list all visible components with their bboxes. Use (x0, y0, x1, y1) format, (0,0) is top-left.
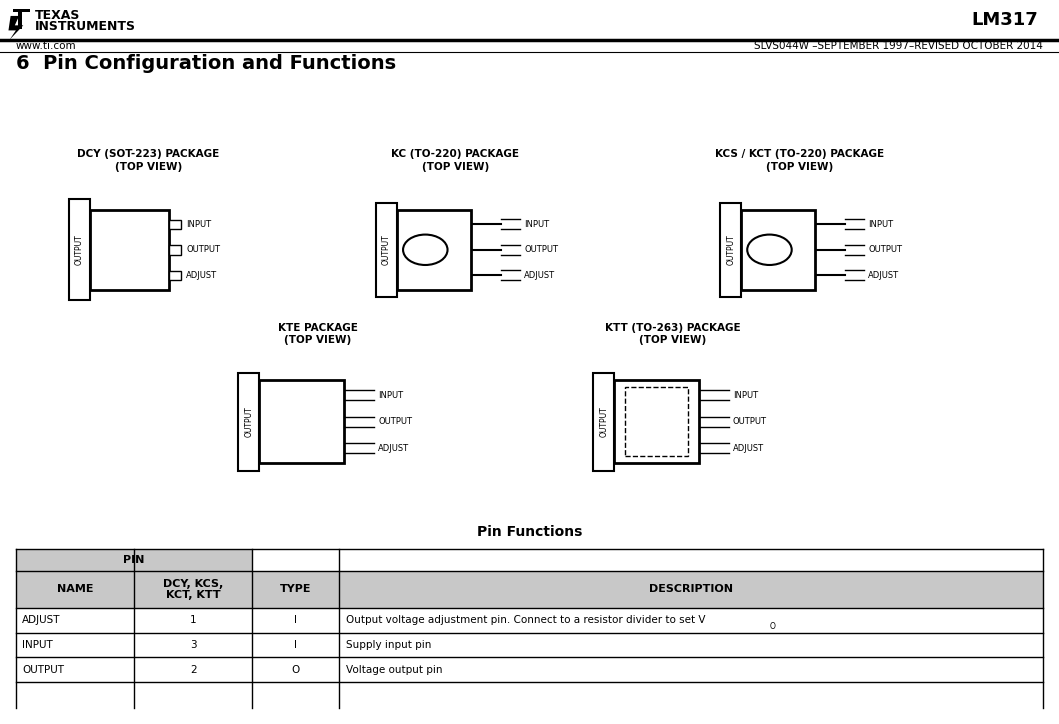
Text: LM317: LM317 (971, 12, 1038, 29)
Text: KTE PACKAGE: KTE PACKAGE (277, 323, 358, 333)
Bar (614, 380, 699, 463)
Bar (259, 380, 344, 463)
Text: OUTPUT: OUTPUT (186, 245, 220, 254)
Text: www.ti.com: www.ti.com (16, 41, 76, 51)
Circle shape (403, 235, 448, 265)
Bar (16, 571, 1043, 608)
Bar (741, 210, 815, 290)
Text: INPUT: INPUT (733, 390, 758, 400)
Text: OUTPUT: OUTPUT (75, 235, 84, 265)
Bar (169, 271, 181, 280)
Bar (376, 203, 397, 297)
Text: ADJUST: ADJUST (378, 444, 409, 453)
Bar (593, 373, 614, 471)
Bar (16, 549, 252, 571)
Text: ADJUST: ADJUST (186, 271, 217, 279)
Text: DCY (SOT-223) PACKAGE: DCY (SOT-223) PACKAGE (77, 149, 219, 159)
Text: KCS / KCT (TO-220) PACKAGE: KCS / KCT (TO-220) PACKAGE (715, 149, 884, 159)
Text: INPUT: INPUT (868, 220, 894, 229)
Text: Supply input pin: Supply input pin (346, 640, 431, 650)
Text: 1: 1 (190, 615, 196, 626)
Bar (169, 245, 181, 255)
Text: OUTPUT: OUTPUT (726, 235, 735, 265)
Text: I: I (294, 615, 298, 626)
Text: ADJUST: ADJUST (524, 271, 555, 279)
Bar (90, 210, 169, 290)
Text: TYPE: TYPE (280, 584, 311, 594)
Text: KTT (TO-263) PACKAGE: KTT (TO-263) PACKAGE (605, 323, 740, 333)
Text: INPUT: INPUT (378, 390, 403, 400)
Text: KC (TO-220) PACKAGE: KC (TO-220) PACKAGE (392, 149, 519, 159)
Text: SLVS044W –SEPTEMBER 1997–REVISED OCTOBER 2014: SLVS044W –SEPTEMBER 1997–REVISED OCTOBER… (754, 41, 1043, 51)
Text: INPUT: INPUT (524, 220, 550, 229)
Text: OUTPUT: OUTPUT (245, 406, 253, 437)
Text: INPUT: INPUT (22, 640, 53, 650)
Circle shape (748, 235, 792, 265)
Bar (169, 220, 181, 230)
Text: 2: 2 (190, 665, 196, 675)
Text: ADJUST: ADJUST (733, 444, 764, 453)
Text: Pin Functions: Pin Functions (477, 526, 582, 539)
Bar (397, 210, 471, 290)
Text: DESCRIPTION: DESCRIPTION (649, 584, 733, 594)
Bar (238, 373, 259, 471)
Text: TEXAS: TEXAS (35, 9, 80, 22)
Text: OUTPUT: OUTPUT (22, 665, 65, 675)
Text: (TOP VIEW): (TOP VIEW) (284, 335, 352, 345)
Text: OUTPUT: OUTPUT (733, 417, 767, 426)
Text: O: O (291, 665, 300, 675)
Text: (TOP VIEW): (TOP VIEW) (639, 335, 706, 345)
Text: NAME: NAME (57, 584, 93, 594)
Text: DCY, KCS,
KCT, KTT: DCY, KCS, KCT, KTT (163, 578, 223, 600)
Text: (TOP VIEW): (TOP VIEW) (421, 161, 489, 172)
Text: INPUT: INPUT (186, 220, 212, 229)
Bar (69, 199, 90, 300)
Text: OUTPUT: OUTPUT (382, 235, 391, 265)
Text: OUTPUT: OUTPUT (378, 417, 412, 426)
Text: Output voltage adjustment pin. Connect to a resistor divider to set V: Output voltage adjustment pin. Connect t… (346, 615, 705, 626)
Text: O: O (770, 622, 775, 631)
Text: Voltage output pin: Voltage output pin (346, 665, 443, 675)
Text: INSTRUMENTS: INSTRUMENTS (35, 20, 136, 33)
Text: ADJUST: ADJUST (868, 271, 899, 279)
Polygon shape (13, 9, 30, 29)
Text: I: I (294, 640, 298, 650)
Text: 3: 3 (190, 640, 196, 650)
Text: 6  Pin Configuration and Functions: 6 Pin Configuration and Functions (16, 54, 396, 73)
Bar (625, 387, 688, 456)
Text: (TOP VIEW): (TOP VIEW) (114, 161, 182, 172)
Text: ADJUST: ADJUST (22, 615, 60, 626)
Bar (720, 203, 741, 297)
Text: PIN: PIN (123, 555, 145, 565)
Text: OUTPUT: OUTPUT (868, 245, 902, 254)
Text: OUTPUT: OUTPUT (524, 245, 558, 254)
Text: OUTPUT: OUTPUT (599, 406, 608, 437)
Polygon shape (8, 16, 23, 40)
Text: (TOP VIEW): (TOP VIEW) (766, 161, 833, 172)
